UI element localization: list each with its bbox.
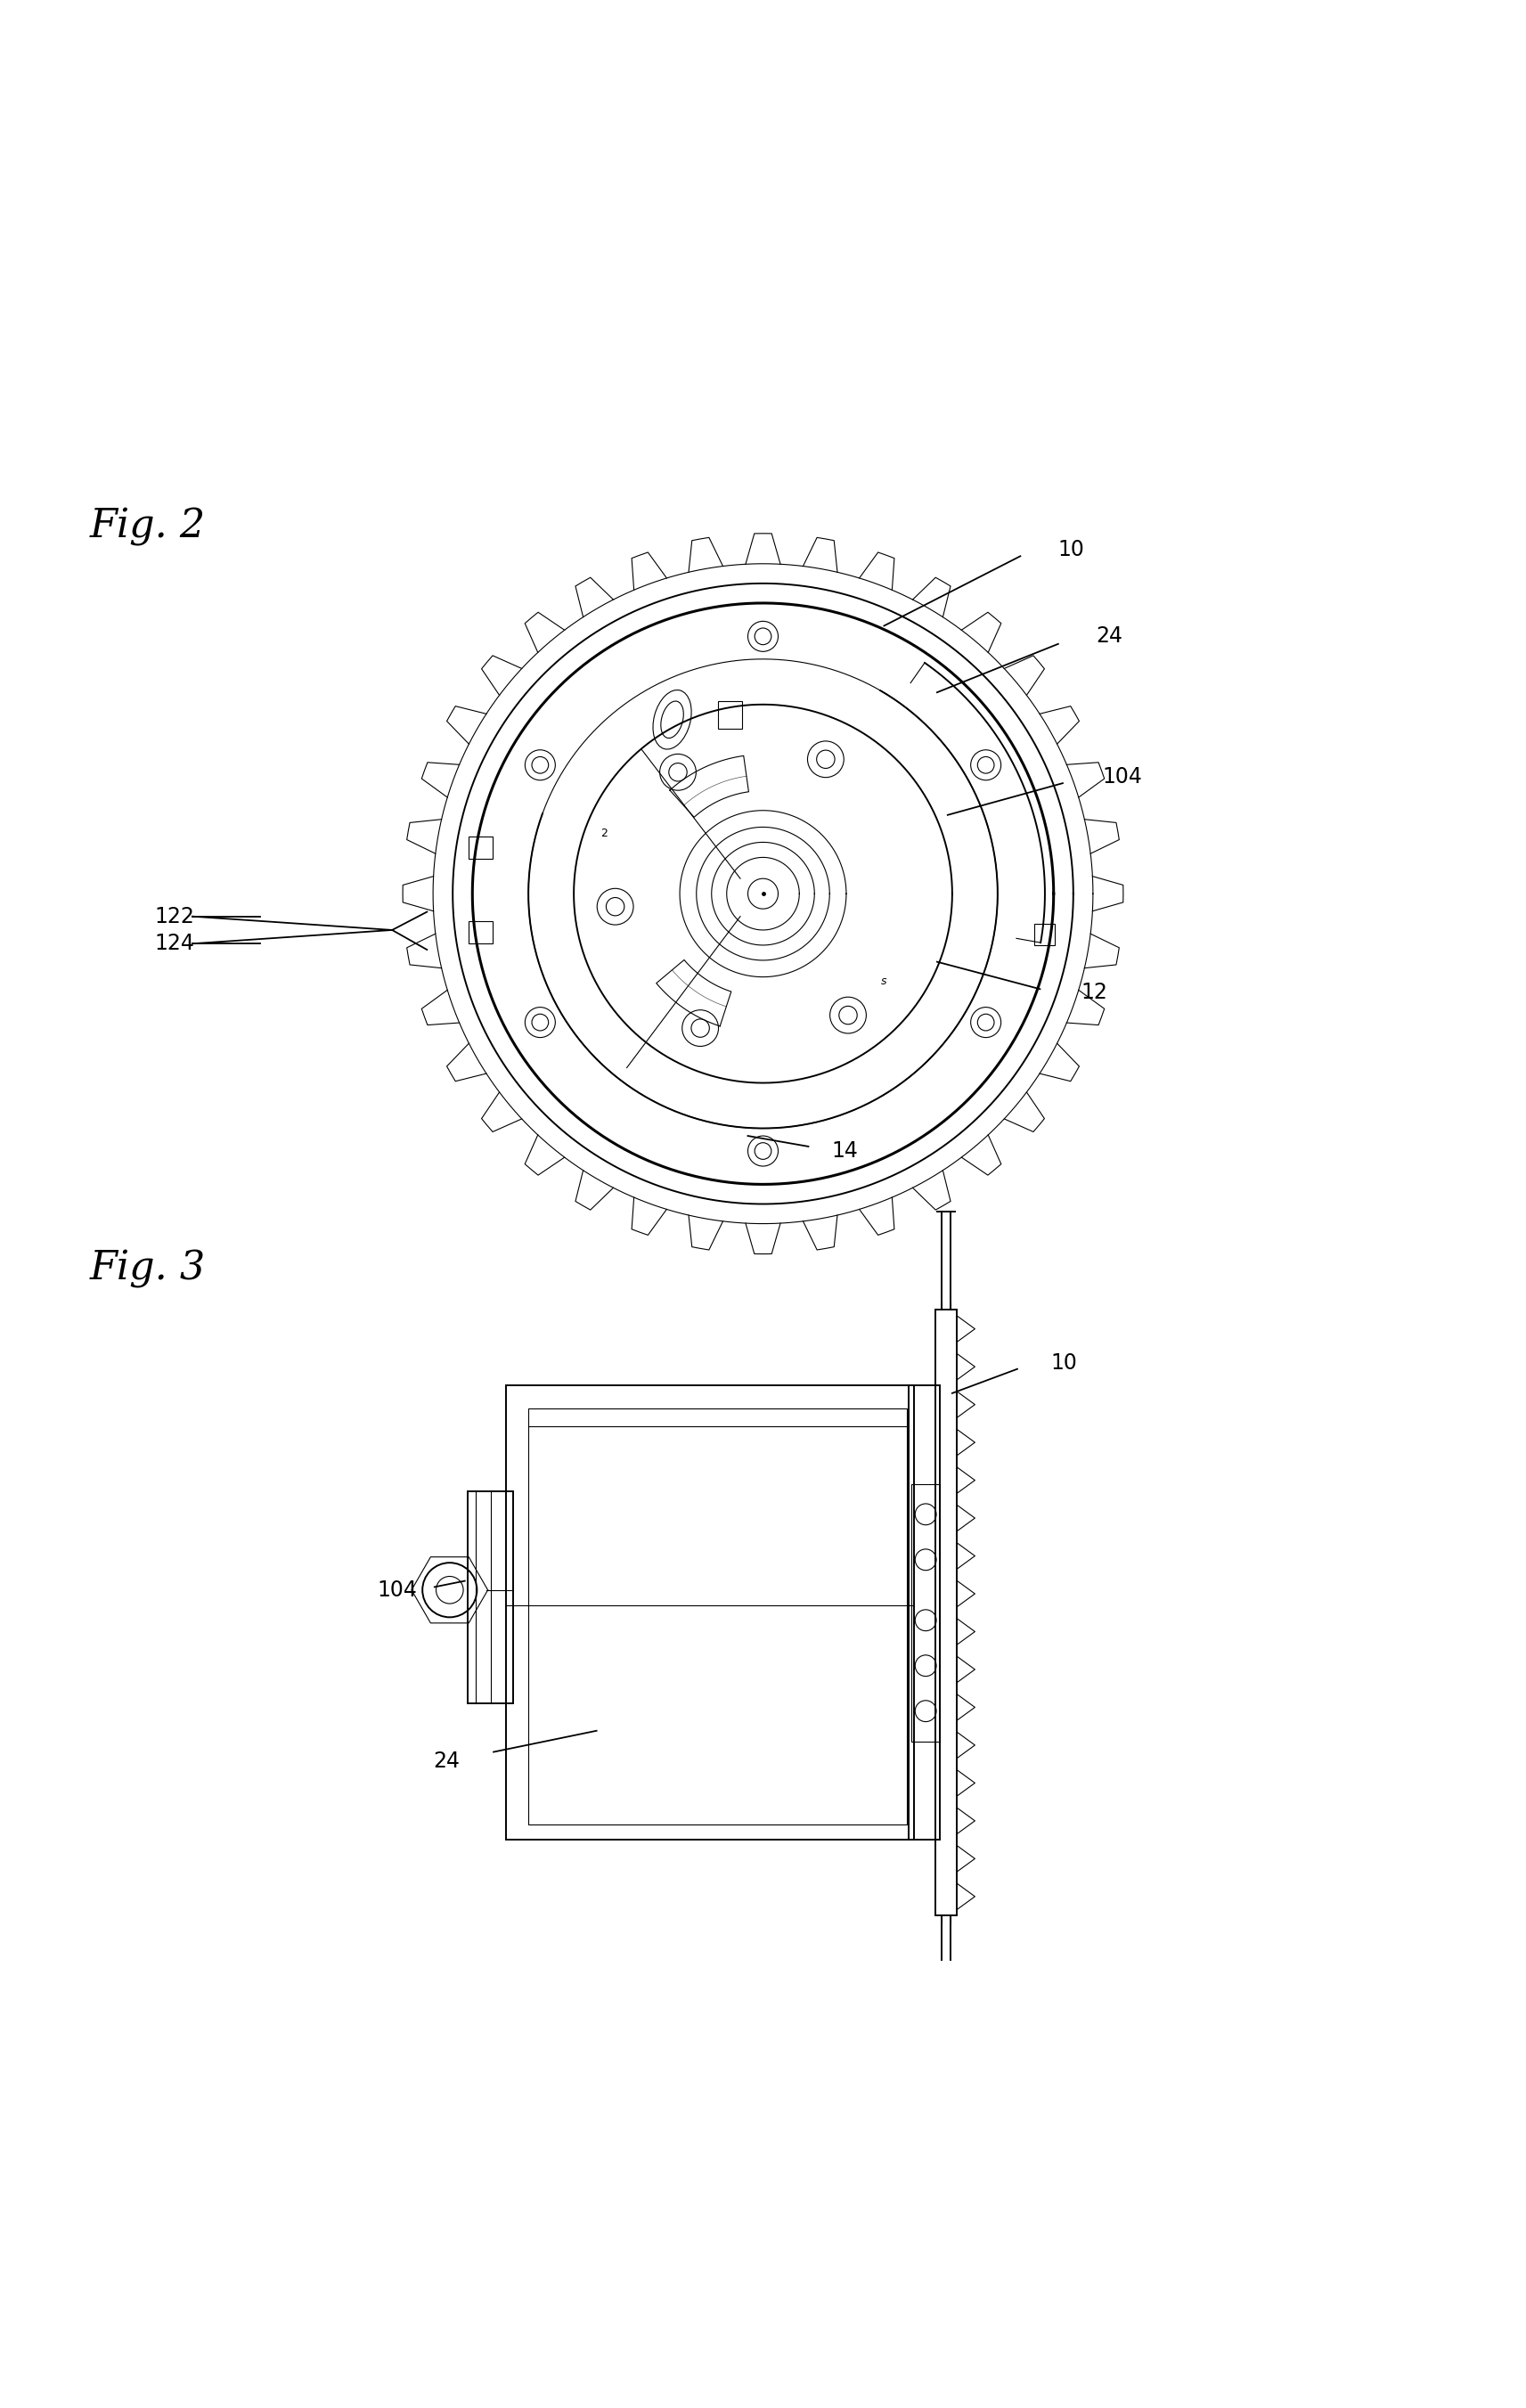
Bar: [908, 1385, 940, 1840]
Text: Fig. 2: Fig. 2: [90, 508, 206, 547]
Bar: [911, 1483, 940, 1741]
Text: s: s: [881, 975, 887, 987]
Bar: [1035, 925, 1054, 946]
Bar: [505, 1385, 914, 1840]
Text: 12: 12: [1080, 982, 1108, 1002]
Text: 10: 10: [1050, 1353, 1077, 1373]
Text: 122: 122: [154, 905, 194, 927]
Text: 104: 104: [1102, 766, 1141, 787]
Text: 2: 2: [601, 828, 607, 838]
Bar: [717, 701, 742, 730]
Text: 14: 14: [832, 1141, 858, 1161]
Text: 24: 24: [433, 1751, 459, 1772]
Bar: [468, 1491, 513, 1702]
Text: Fig. 3: Fig. 3: [90, 1250, 206, 1288]
Text: 124: 124: [154, 932, 194, 954]
Bar: [468, 920, 493, 944]
Bar: [468, 836, 493, 860]
Bar: [528, 1409, 906, 1825]
Text: 24: 24: [1096, 626, 1123, 648]
Text: 10: 10: [1058, 539, 1085, 561]
Bar: [935, 1310, 957, 1914]
Text: 104: 104: [377, 1580, 417, 1601]
